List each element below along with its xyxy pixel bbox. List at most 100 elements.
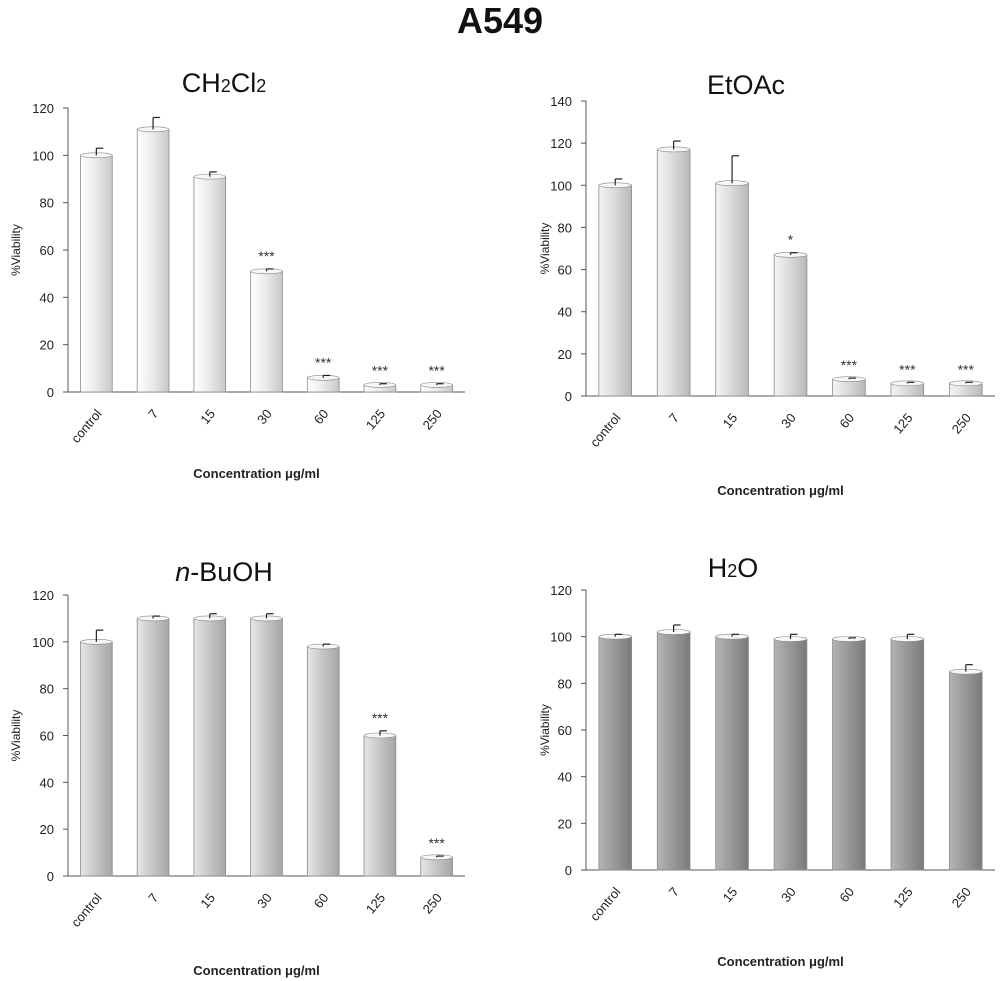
x-tick-label: 30 (254, 406, 275, 427)
x-tick-label: 15 (720, 410, 741, 431)
y-tick-label: 140 (550, 94, 572, 109)
bar-15 (715, 636, 749, 871)
bar-15 (715, 182, 749, 397)
x-tick-label: 7 (145, 406, 161, 421)
bar-15 (193, 176, 227, 393)
y-tick-label: 0 (47, 869, 54, 884)
y-tick-label: 0 (565, 389, 572, 404)
significance-marker: *** (958, 361, 975, 377)
x-tick-label: 250 (949, 410, 974, 436)
bar-control (598, 636, 632, 871)
chart-panel-2: n-BuOH 0 20 40 60 80 100 120 %Viability Concentra… (9, 557, 465, 978)
bar-30 (773, 254, 808, 397)
x-tick-label: 30 (254, 890, 275, 911)
bar-125 (890, 638, 925, 871)
y-tick-label: 80 (40, 196, 54, 211)
y-tick-label: 120 (550, 583, 572, 598)
bar-7 (136, 618, 170, 877)
panel-title: n-BuOH (175, 557, 273, 587)
x-tick-label: 7 (145, 890, 161, 905)
bar-control (80, 641, 113, 877)
significance-marker: *** (315, 354, 332, 370)
x-tick-label: 30 (778, 410, 799, 431)
bar-30 (250, 618, 283, 877)
x-axis-title: Concentration μg/ml (193, 963, 319, 978)
y-tick-label: 20 (558, 347, 572, 362)
significance-marker: *** (258, 248, 275, 264)
y-tick-label: 20 (40, 822, 54, 837)
significance-marker: *** (428, 363, 445, 379)
bar-30 (773, 638, 808, 871)
y-tick-label: 40 (558, 305, 572, 320)
significance-marker: *** (841, 357, 858, 373)
significance-marker: *** (428, 835, 445, 851)
x-tick-label: 60 (836, 884, 857, 905)
y-tick-label: 20 (40, 338, 54, 353)
x-tick-label: 60 (311, 890, 332, 911)
y-tick-label: 80 (558, 676, 572, 691)
x-tick-label: 125 (890, 884, 915, 910)
y-tick-label: 100 (550, 178, 572, 193)
y-tick-label: 40 (40, 775, 54, 790)
chart-panel-3: H2O 0 20 40 60 80 100 120 %Viability Concentratio… (538, 553, 995, 969)
chart-panel-0: CH2Cl2 0 20 40 60 80 100 120 %Viability Concentra… (9, 68, 465, 481)
significance-marker: *** (372, 363, 389, 379)
chart-panel-1: EtOAc 0 20 40 60 80 100 120 140 %Viability Concent… (538, 70, 995, 498)
y-tick-label: 20 (558, 816, 572, 831)
panel-title: EtOAc (707, 70, 785, 100)
bar-7 (136, 128, 170, 393)
y-tick-label: 80 (40, 682, 54, 697)
y-tick-label: 0 (565, 863, 572, 878)
y-tick-label: 100 (32, 148, 54, 163)
panel-title: CH2Cl2 (182, 68, 267, 98)
bar-60 (832, 638, 866, 871)
x-tick-label: 125 (363, 890, 388, 916)
bar-125 (363, 735, 397, 877)
x-tick-label: 250 (419, 890, 444, 916)
x-tick-label: control (68, 406, 105, 446)
x-axis-title: Concentration μg/ml (717, 483, 843, 498)
y-tick-label: 40 (40, 290, 54, 305)
x-tick-label: 250 (949, 884, 974, 910)
x-tick-label: 15 (197, 406, 218, 427)
y-tick-label: 60 (558, 723, 572, 738)
x-tick-label: 60 (311, 406, 332, 427)
x-axis-title: Concentration μg/ml (193, 466, 319, 481)
y-axis-title: %Viability (9, 224, 23, 276)
significance-marker: *** (372, 710, 389, 726)
x-tick-label: 125 (890, 410, 915, 436)
y-tick-label: 40 (558, 770, 572, 785)
bar-30 (250, 270, 283, 393)
bar-250 (420, 856, 453, 877)
y-tick-label: 120 (32, 588, 54, 603)
x-tick-label: 7 (666, 884, 682, 899)
significance-marker: *** (899, 361, 916, 377)
y-tick-label: 120 (32, 101, 54, 116)
y-tick-label: 60 (40, 729, 54, 744)
bar-7 (656, 149, 691, 397)
x-tick-label: 60 (836, 410, 857, 431)
x-tick-label: 250 (419, 406, 444, 432)
bar-15 (193, 618, 227, 877)
figure-title: A549 (457, 0, 543, 41)
y-tick-label: 100 (550, 630, 572, 645)
y-tick-label: 60 (558, 263, 572, 278)
y-tick-label: 0 (47, 385, 54, 400)
x-tick-label: control (587, 410, 624, 450)
panel-title: H2O (708, 553, 759, 583)
x-tick-label: control (68, 890, 105, 930)
x-tick-label: 7 (666, 410, 682, 425)
y-tick-label: 80 (558, 220, 572, 235)
y-axis-title: %Viability (538, 704, 552, 756)
y-tick-label: 120 (550, 136, 572, 151)
y-tick-label: 100 (32, 635, 54, 650)
x-tick-label: 15 (720, 884, 741, 905)
bar-250 (949, 671, 983, 871)
x-tick-label: 15 (197, 890, 218, 911)
x-tick-label: 30 (778, 884, 799, 905)
y-tick-label: 60 (40, 243, 54, 258)
x-axis-title: Concentration μg/ml (717, 954, 843, 969)
bar-control (598, 184, 632, 397)
y-axis-title: %Viability (538, 223, 552, 275)
